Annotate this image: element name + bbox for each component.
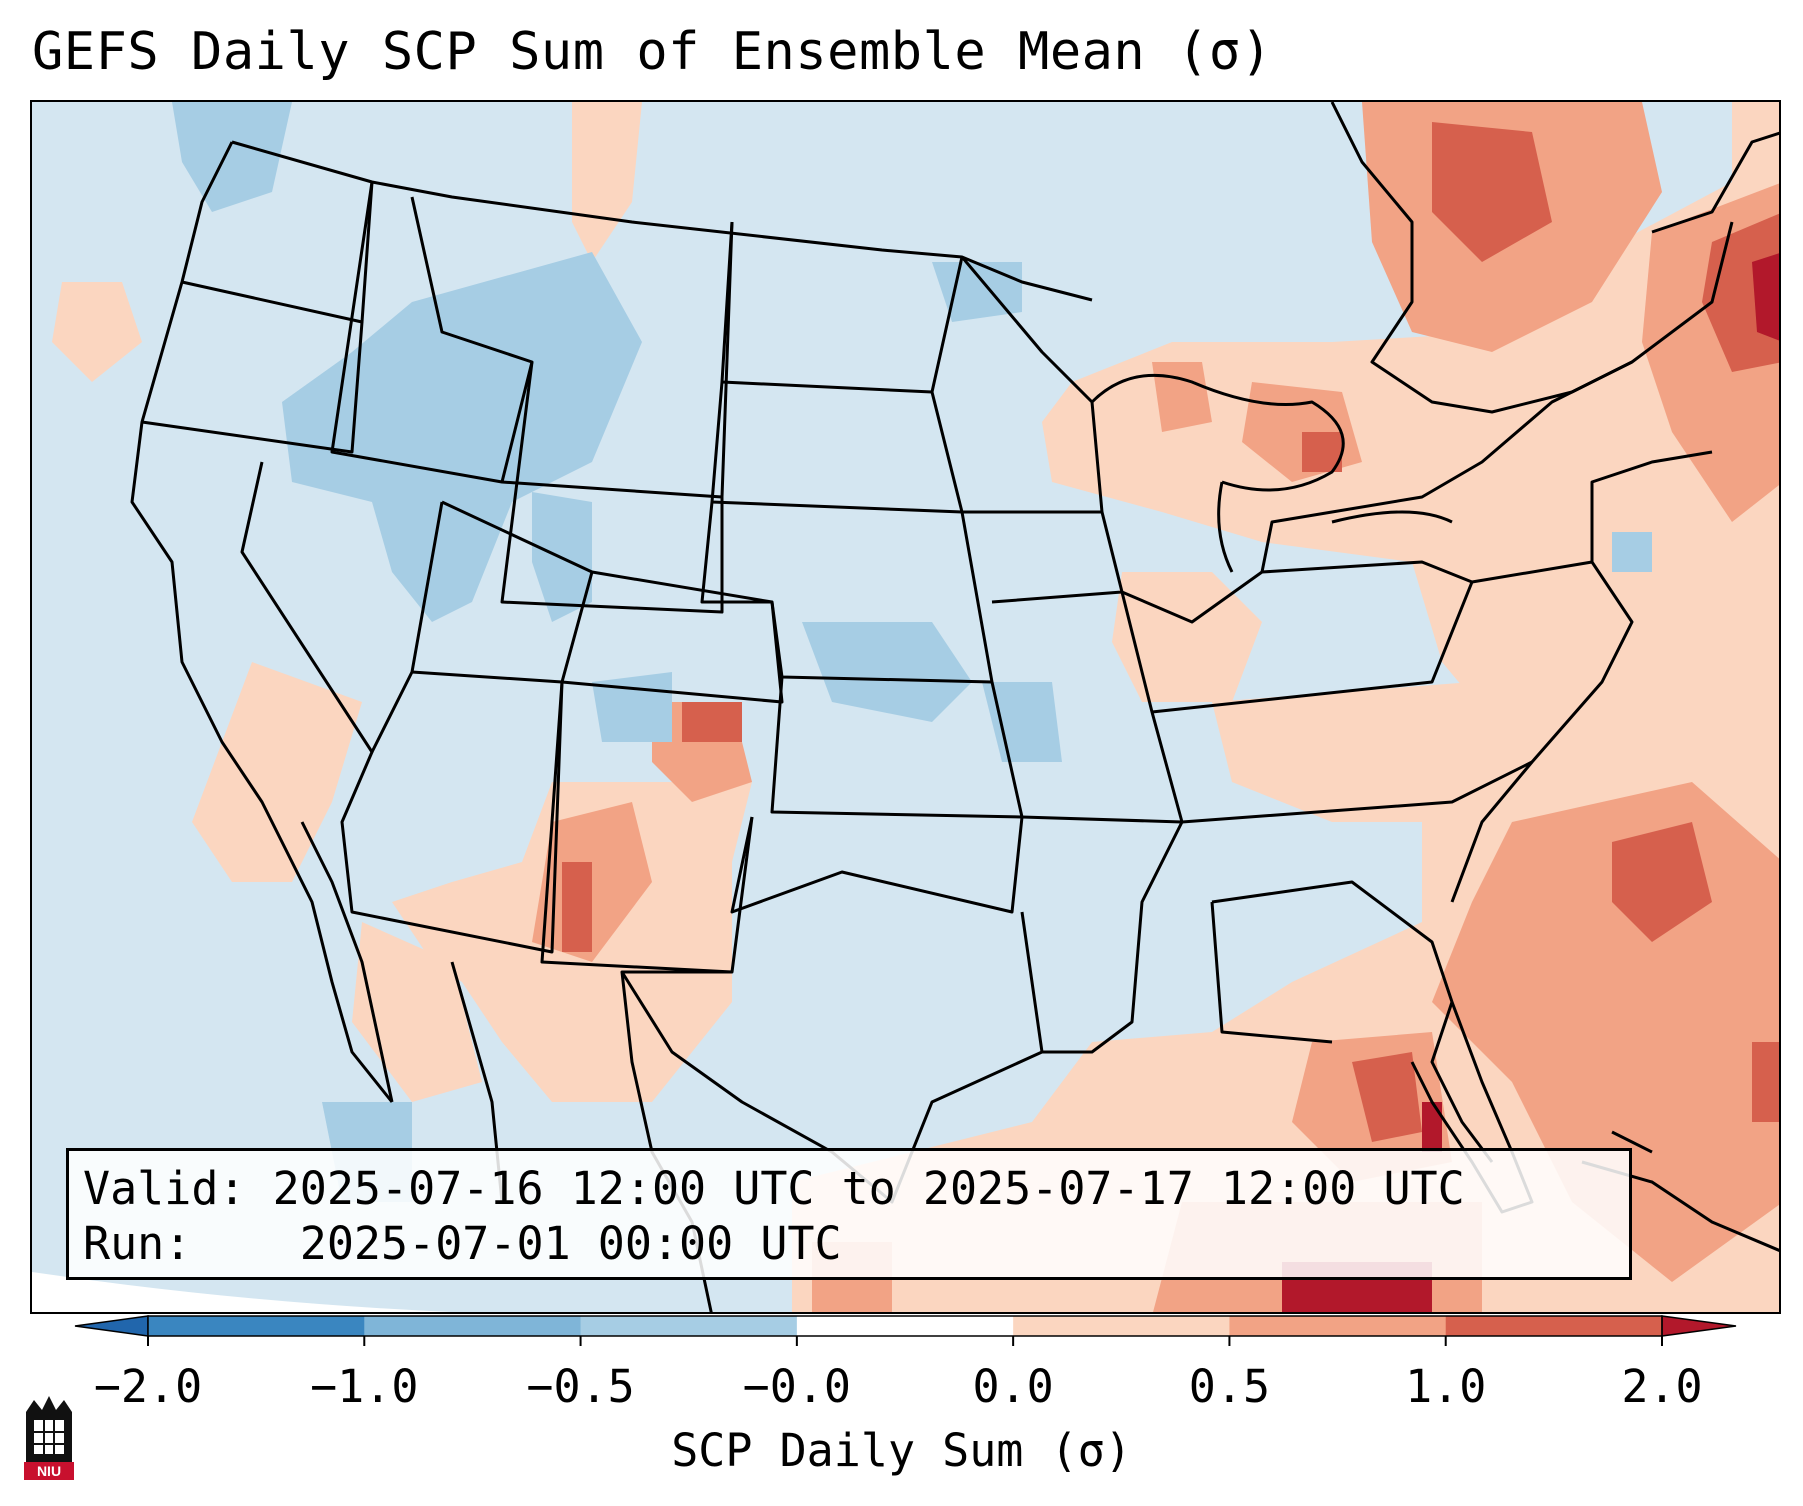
valid-label: Valid: xyxy=(83,1162,246,1215)
colorbar-segment xyxy=(796,1316,1014,1336)
colorbar-segment xyxy=(148,1316,365,1336)
run-label: Run: xyxy=(83,1217,192,1270)
run-line: Run: 2025-07-01 00:00 UTC xyxy=(83,1216,1615,1271)
logo-text: NIU xyxy=(37,1463,61,1479)
colorbar-tick-label: −0.0 xyxy=(742,1360,852,1413)
run-value: 2025-07-01 00:00 UTC xyxy=(299,1217,842,1270)
colorbar-under-arrow xyxy=(74,1315,149,1337)
valid-value: 2025-07-16 12:00 UTC to 2025-07-17 12:00… xyxy=(272,1162,1465,1215)
colorbar-label: SCP Daily Sum (σ) xyxy=(671,1424,1132,1477)
colorbar-segment xyxy=(1445,1316,1663,1336)
political-borders xyxy=(130,102,1779,1312)
anomaly-positive-dark xyxy=(562,122,1779,1142)
colorbar-tick-label: −0.5 xyxy=(526,1360,635,1413)
colorbar-tick-label: 1.0 xyxy=(1405,1360,1487,1413)
colorbar-tick-label: 0.0 xyxy=(972,1360,1054,1413)
colorbar-tick-label: −1.0 xyxy=(310,1360,419,1413)
colorbar-tick-label: 0.5 xyxy=(1188,1360,1271,1413)
valid-line: Valid: 2025-07-16 12:00 UTC to 2025-07-1… xyxy=(83,1161,1615,1216)
valid-time-box: Valid: 2025-07-16 12:00 UTC to 2025-07-1… xyxy=(66,1148,1632,1280)
out-of-domain xyxy=(32,1272,452,1312)
colorbar-segment xyxy=(364,1316,582,1336)
colorbar-segment xyxy=(580,1316,798,1336)
colorbar-over-arrow xyxy=(1661,1315,1737,1337)
colorbar xyxy=(74,1315,1737,1346)
niu-logo: NIU xyxy=(24,1396,74,1480)
map-canvas xyxy=(32,102,1779,1312)
colorbar-segment xyxy=(1229,1316,1447,1336)
colorbar-outline xyxy=(147,1315,1663,1337)
colorbar-tick-label: −2.0 xyxy=(93,1360,203,1413)
colorbar-segment xyxy=(1013,1316,1230,1336)
map-panel xyxy=(30,100,1781,1314)
chart-title: GEFS Daily SCP Sum of Ensemble Mean (σ) xyxy=(32,22,1273,82)
colorbar-tick-label: 2.0 xyxy=(1621,1360,1703,1413)
